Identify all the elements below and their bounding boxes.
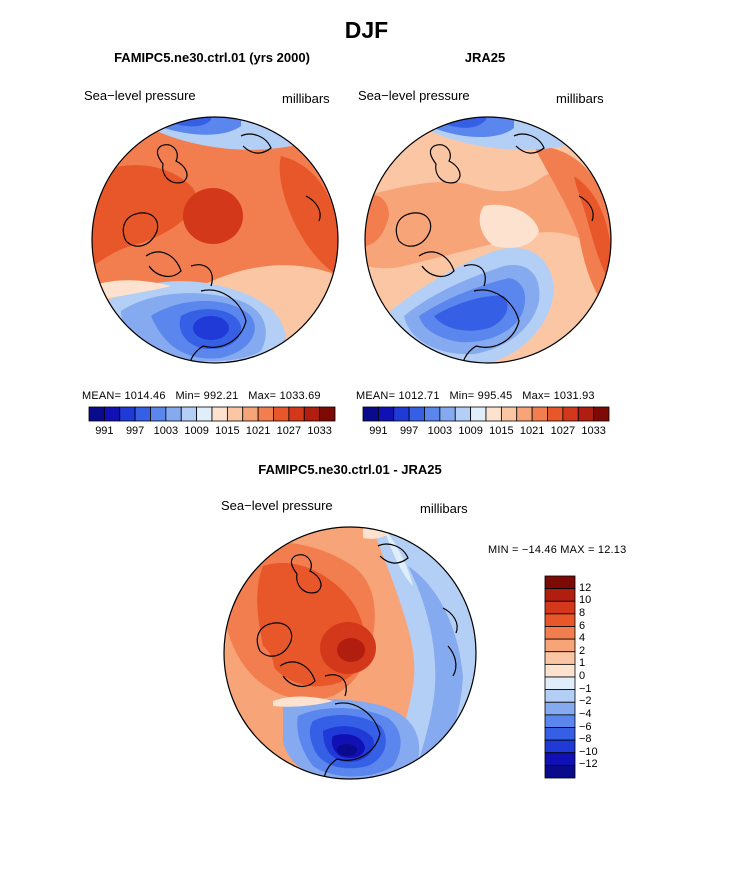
colorbar-swatch	[257, 406, 274, 422]
panel-1-units-label: millibars	[282, 91, 330, 106]
colorbar-tick-label: 997	[125, 425, 145, 437]
colorbar-swatch	[393, 406, 410, 422]
colorbar-tick-label: 2	[579, 644, 586, 657]
colorbar-swatch	[547, 406, 564, 422]
colorbar-swatch	[577, 406, 595, 422]
colorbar-swatch	[319, 406, 336, 422]
colorbar-swatch	[544, 676, 576, 691]
diff-panel-minmax: MIN = −14.46 MAX = 12.13	[488, 544, 627, 556]
colorbar-tick-label: −12	[579, 758, 598, 771]
colorbar-tick-label: 1027	[550, 425, 576, 437]
diff-panel-title: FAMIPC5.ne30.ctrl.01 - JRA25	[258, 462, 442, 477]
colorbar-tick-label: 1015	[215, 425, 240, 437]
colorbar-tick-label: 4	[579, 632, 586, 645]
colorbar-swatch	[150, 406, 167, 422]
colorbar-tick-label: 991	[369, 425, 388, 437]
panel-1-polar-map	[91, 116, 339, 364]
panel-2-colorbar	[362, 406, 610, 422]
colorbar-swatch	[544, 651, 576, 665]
colorbar-tick-label: −8	[579, 733, 592, 746]
colorbar-swatch	[470, 406, 487, 422]
colorbar-swatch	[544, 739, 576, 754]
colorbar-swatch	[544, 613, 576, 627]
colorbar-swatch	[544, 764, 576, 779]
colorbar-tick-label: 1033	[581, 425, 606, 437]
colorbar-swatch	[593, 406, 610, 422]
season-title: DJF	[344, 17, 389, 43]
colorbar-swatch	[165, 406, 182, 422]
panel-2-title: JRA25	[464, 50, 506, 65]
colorbar-swatch	[424, 406, 441, 422]
colorbar-tick-label: 1015	[489, 425, 514, 437]
colorbar-swatch	[544, 727, 576, 741]
colorbar-swatch	[516, 406, 533, 422]
colorbar-swatch	[544, 588, 576, 602]
colorbar-swatch	[134, 406, 151, 422]
colorbar-swatch	[544, 701, 576, 716]
colorbar-swatch	[88, 406, 105, 422]
colorbar-tick-label: 10	[579, 594, 592, 607]
colorbar-tick-label: −2	[579, 695, 592, 708]
panel-1-colorbar	[88, 406, 336, 422]
panel-2-polar-map	[364, 116, 612, 364]
panel-1-stats: MEAN= 1014.46 Min= 992.21 Max= 1033.69	[82, 390, 321, 402]
colorbar-tick-label: −4	[579, 707, 592, 720]
colorbar-swatch	[500, 406, 518, 422]
colorbar-tick-label: 1021	[245, 425, 271, 437]
colorbar-swatch	[544, 752, 576, 766]
colorbar-tick-label: 1009	[184, 425, 209, 437]
colorbar-swatch	[119, 406, 136, 422]
colorbar-swatch	[531, 406, 548, 422]
colorbar-swatch	[544, 626, 576, 640]
diff-panel-variable-label: Sea−level pressure	[221, 498, 333, 513]
colorbar-tick-label: 1021	[519, 425, 545, 437]
colorbar-swatch	[544, 714, 576, 728]
colorbar-swatch	[562, 406, 579, 422]
colorbar-swatch	[303, 406, 321, 422]
colorbar-swatch	[544, 663, 576, 678]
colorbar-tick-label: 1033	[307, 425, 332, 437]
colorbar-swatch	[226, 406, 244, 422]
colorbar-swatch	[544, 689, 576, 703]
panel-1-variable-label: Sea−level pressure	[84, 88, 196, 103]
colorbar-swatch	[439, 406, 456, 422]
colorbar-swatch	[544, 600, 576, 615]
colorbar-swatch	[544, 575, 576, 590]
colorbar-tick-label: 12	[579, 581, 592, 594]
colorbar-tick-label: 1009	[458, 425, 483, 437]
colorbar-tick-label: 8	[579, 606, 586, 619]
panel-1-title: FAMIPC5.ne30.ctrl.01 (yrs 2000)	[114, 50, 310, 65]
colorbar-swatch	[408, 406, 425, 422]
colorbar-swatch	[377, 406, 395, 422]
colorbar-tick-label: 991	[95, 425, 114, 437]
panel-2-stats: MEAN= 1012.71 Min= 995.45 Max= 1031.93	[356, 390, 595, 402]
colorbar-swatch	[544, 638, 576, 653]
colorbar-tick-label: 1027	[276, 425, 302, 437]
diff-panel-colorbar	[544, 575, 576, 779]
colorbar-swatch	[180, 406, 198, 422]
colorbar-tick-label: 1003	[427, 425, 453, 437]
colorbar-tick-label: −6	[579, 720, 592, 733]
colorbar-tick-label: 997	[399, 425, 419, 437]
colorbar-swatch	[454, 406, 472, 422]
colorbar-tick-label: −10	[579, 745, 598, 758]
colorbar-swatch	[196, 406, 213, 422]
colorbar-swatch	[485, 406, 502, 422]
colorbar-tick-label: 6	[579, 619, 586, 632]
colorbar-tick-label: 0	[579, 670, 586, 682]
diff-panel-units-label: millibars	[420, 501, 468, 516]
diff-panel-polar-map	[223, 526, 477, 780]
panel-2-variable-label: Sea−level pressure	[358, 88, 470, 103]
colorbar-tick-label: 1	[579, 657, 586, 670]
panel-2-units-label: millibars	[556, 91, 604, 106]
colorbar-swatch	[103, 406, 121, 422]
colorbar-swatch	[288, 406, 305, 422]
colorbar-swatch	[242, 406, 259, 422]
colorbar-tick-label: 1003	[153, 425, 179, 437]
colorbar-swatch	[211, 406, 228, 422]
colorbar-tick-label: −1	[579, 682, 592, 695]
colorbar-swatch	[273, 406, 290, 422]
colorbar-swatch	[362, 406, 379, 422]
